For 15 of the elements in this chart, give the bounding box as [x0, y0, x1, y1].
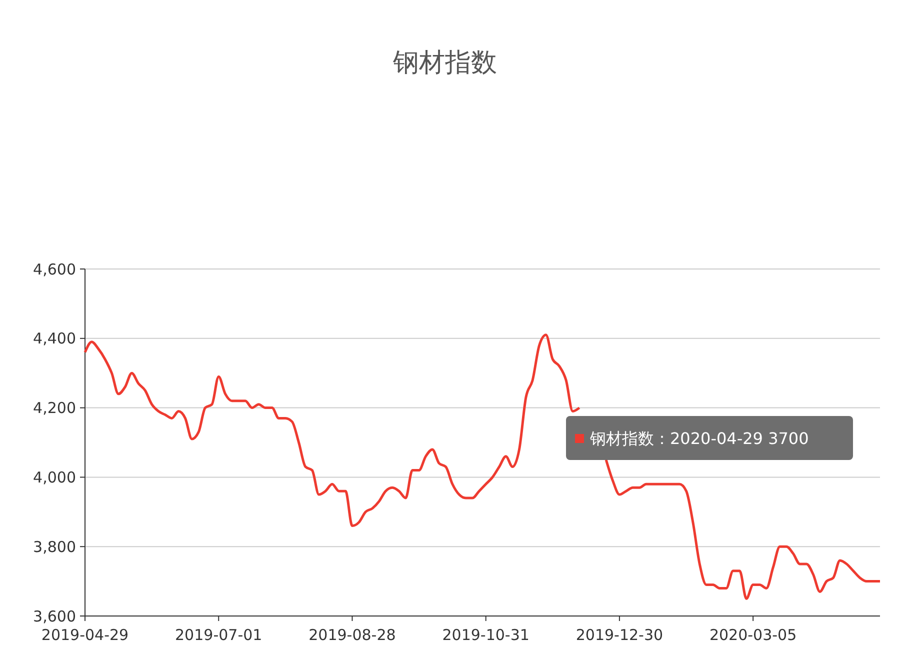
x-tick-label: 2019-04-29 — [41, 626, 129, 644]
y-tick-label: 4,400 — [33, 330, 76, 348]
y-tick-label: 4,000 — [33, 468, 76, 486]
x-tick-label: 2019-10-31 — [442, 626, 530, 644]
y-tick-label: 4,600 — [33, 260, 76, 278]
annotation: 钢材指数：2020-04-29 3700 — [589, 429, 809, 448]
x-tick-label: 2020-03-05 — [709, 626, 797, 644]
x-tick-label: 2019-08-28 — [308, 626, 396, 644]
chart-title: 钢材指数 — [392, 48, 497, 78]
y-tick-label: 3,800 — [33, 538, 76, 556]
x-tick-label: 2019-12-30 — [576, 626, 664, 644]
y-tick-label: 3,600 — [33, 607, 76, 626]
x-tick-label: 2019-07-01 — [175, 626, 262, 644]
y-tick-label: 4,200 — [33, 399, 76, 418]
tooltip: 钢材指数：2020-04-29 3700 — [566, 416, 853, 460]
